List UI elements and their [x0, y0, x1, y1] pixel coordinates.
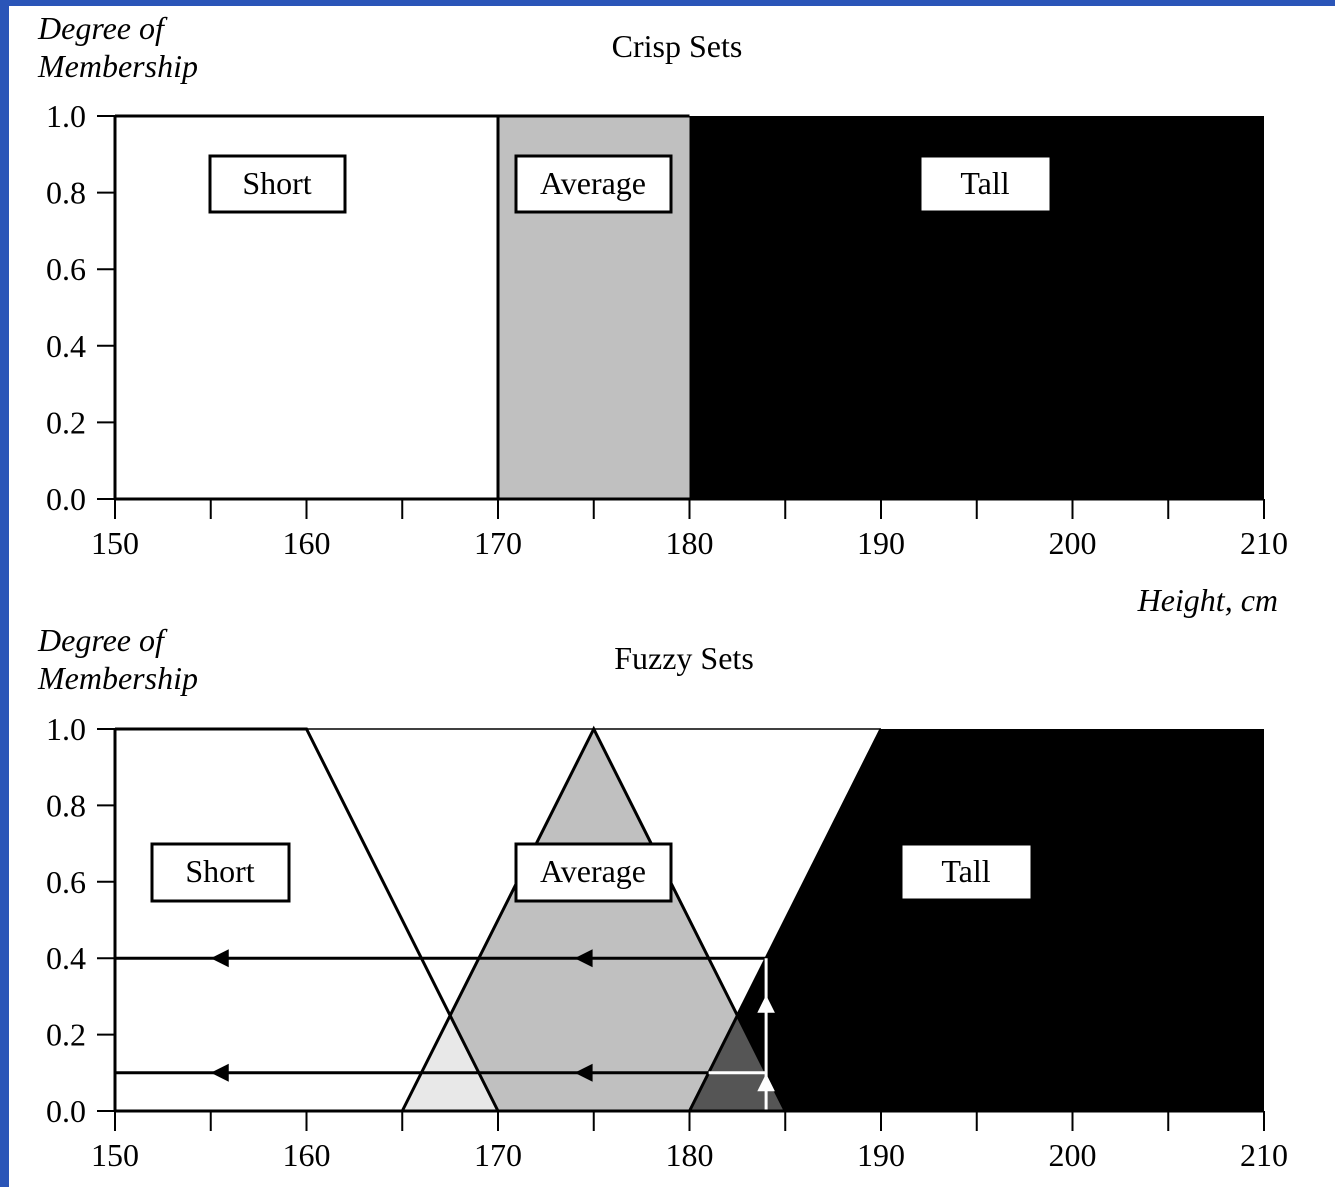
crisp-y-tick-label: 0.4 — [46, 328, 86, 364]
fuzzy-membership-annotations — [115, 949, 775, 1111]
fuzzy-label-tall-text: Tall — [941, 853, 990, 889]
fuzzy-axes: 0.0 0.2 0.4 0.6 0.8 1.0 150 160 170 180 190 200 210 — [46, 711, 1288, 1173]
fuzzy-y-tick-label: 0.8 — [46, 787, 86, 823]
crisp-y-tick-label: 1.0 — [46, 98, 86, 134]
fuzzy-arrowhead-up — [757, 1073, 775, 1092]
fuzzy-x-tick-label: 210 — [1240, 1137, 1288, 1173]
fuzzy-region-tall — [689, 729, 1264, 1111]
crisp-label-average: Average — [514, 154, 673, 214]
crisp-label-average-text: Average — [540, 165, 646, 201]
fuzzy-label-short: Short — [150, 842, 291, 903]
crisp-label-tall-text: Tall — [960, 165, 1009, 201]
crisp-label-short-text: Short — [242, 165, 311, 201]
crisp-x-tick-label: 200 — [1049, 525, 1097, 561]
crisp-y-tick-label: 0.8 — [46, 175, 86, 211]
crisp-x-tick-label: 180 — [666, 525, 714, 561]
fuzzy-chart: Degree of Membership Fuzzy Sets 0.00.20.… — [37, 622, 1288, 1173]
fuzzy-x-tick-label: 190 — [857, 1137, 905, 1173]
fuzzy-y-tick-label: 0.6 — [46, 864, 86, 900]
fuzzy-label-short-text: Short — [185, 853, 254, 889]
fuzzy-label-average-text: Average — [540, 853, 646, 889]
fuzzy-region-average — [402, 729, 786, 1111]
fuzzy-x-tick-label: 180 — [666, 1137, 714, 1173]
fuzzy-arrowhead-left — [574, 949, 593, 968]
crisp-x-tick-label: 170 — [474, 525, 522, 561]
fuzzy-title: Fuzzy Sets — [614, 640, 754, 676]
fuzzy-arrowhead-left — [210, 949, 229, 968]
crisp-label-short: Short — [208, 154, 347, 214]
crisp-y-tick-label: 0.2 — [46, 404, 86, 440]
crisp-chart: Degree of Membership Crisp Sets 0.00.20.… — [37, 10, 1288, 618]
crisp-ylabel-line2: Membership — [37, 48, 198, 84]
crisp-ylabel-line1: Degree of — [37, 10, 168, 46]
fuzzy-x-tick-label: 150 — [91, 1137, 139, 1173]
fuzzy-label-average: Average — [514, 842, 673, 903]
crisp-x-tick-label: 190 — [857, 525, 905, 561]
fuzzy-y-tick-label: 0.4 — [46, 940, 86, 976]
fuzzy-y-tick-label: 0.2 — [46, 1017, 86, 1053]
fuzzy-x-tick-label: 170 — [474, 1137, 522, 1173]
crisp-x-tick-label: 150 — [91, 525, 139, 561]
crisp-y-tick-label: 0.0 — [46, 481, 86, 517]
fuzzy-arrowhead-left — [210, 1063, 229, 1082]
fuzzy-x-tick-label: 160 — [283, 1137, 331, 1173]
fuzzy-x-tick-label: 200 — [1049, 1137, 1097, 1173]
fuzzy-ylabel-line2: Membership — [37, 660, 198, 696]
fuzzy-y-tick-label: 1.0 — [46, 711, 86, 747]
fuzzy-set-regions — [115, 725, 1264, 1112]
fuzzy-ylabel-line1: Degree of — [37, 622, 168, 658]
fuzzy-line-tall — [688, 728, 883, 1112]
crisp-title: Crisp Sets — [612, 28, 743, 64]
crisp-xlabel: Height, cm — [1137, 582, 1278, 618]
fuzzy-arrowhead-up — [757, 995, 775, 1013]
fuzzy-overlap-short-average — [402, 1015, 498, 1111]
crisp-label-tall: Tall — [918, 154, 1053, 214]
fuzzy-y-tick-label: 0.0 — [46, 1093, 86, 1129]
crisp-x-tick-label: 160 — [283, 525, 331, 561]
crisp-region-tall — [689, 116, 1264, 499]
crisp-x-tick-label: 210 — [1240, 525, 1288, 561]
crisp-axes: 0.0 0.2 0.4 0.6 0.8 1.0 150 160 170 180 190 200 210 — [46, 98, 1288, 561]
fuzzy-label-tall: Tall — [899, 842, 1034, 902]
crisp-y-tick-label: 0.6 — [46, 251, 86, 287]
fuzzy-arrowhead-left — [574, 1063, 593, 1082]
